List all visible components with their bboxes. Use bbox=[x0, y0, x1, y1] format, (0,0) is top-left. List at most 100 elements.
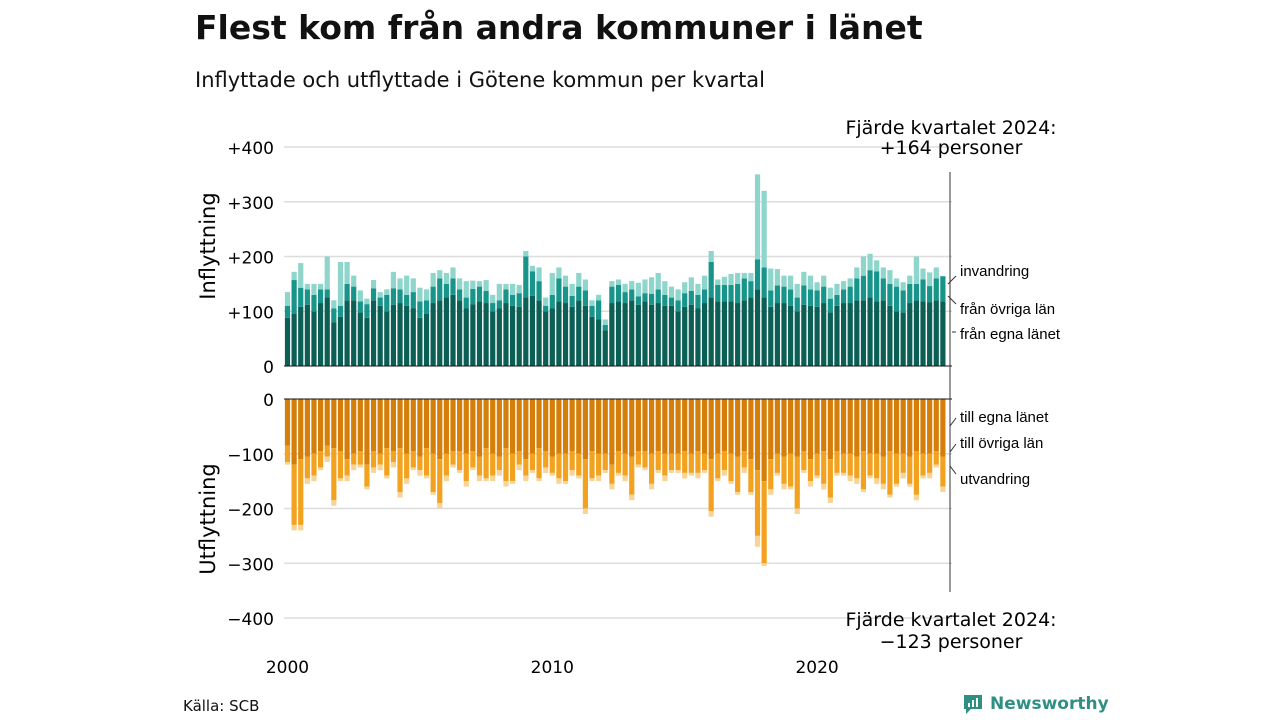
outflow-bar-utvandring bbox=[483, 478, 489, 482]
inflow-bar-fran-egna-lanet bbox=[470, 304, 476, 366]
inflow-bar-invandring bbox=[662, 281, 668, 295]
outflow-bar-till-egna-lanet bbox=[913, 399, 919, 452]
inflow-bar-fran-egna-lanet bbox=[404, 305, 410, 366]
outflow-bar-till-ovriga-lan bbox=[370, 451, 377, 468]
outflow-bar-till-egna-lanet bbox=[569, 399, 575, 452]
outflow-bar-utvandring bbox=[662, 475, 668, 482]
inflow-bar-fran-ovriga-lan bbox=[589, 305, 595, 317]
outflow-bar-utvandring bbox=[509, 481, 516, 484]
inflow-bar-fran-ovriga-lan bbox=[913, 283, 919, 301]
outflow-bar-utvandring bbox=[437, 503, 443, 509]
outflow-bar-till-ovriga-lan bbox=[642, 451, 648, 468]
inflow-bar-invandring bbox=[840, 281, 847, 290]
outflow-bar-till-egna-lanet bbox=[741, 399, 747, 452]
outflow-bar-utvandring bbox=[331, 500, 337, 506]
inflow-bar-fran-egna-lanet bbox=[913, 300, 919, 366]
inflow-bar-fran-ovriga-lan bbox=[741, 278, 747, 301]
inflow-bar-fran-egna-lanet bbox=[768, 306, 774, 366]
inflow-bar-invandring bbox=[304, 283, 310, 290]
outflow-bar-utvandring bbox=[430, 492, 436, 495]
outflow-bar-utvandring bbox=[364, 486, 370, 490]
chart-subtitle: Inflyttade och utflyttade i Götene kommu… bbox=[195, 68, 766, 92]
inflow-bar-invandring bbox=[516, 284, 522, 294]
inflow-bar-fran-egna-lanet bbox=[562, 303, 569, 366]
outflow-bar-utvandring bbox=[450, 464, 456, 468]
inflow-bar-fran-egna-lanet bbox=[840, 303, 847, 366]
inflow-bar-fran-ovriga-lan bbox=[794, 297, 800, 312]
outflow-bar-till-ovriga-lan bbox=[715, 453, 721, 479]
outflow-bar-till-ovriga-lan bbox=[701, 453, 708, 471]
inflow-bar-invandring bbox=[768, 268, 774, 291]
outflow-bar-till-ovriga-lan bbox=[364, 464, 370, 487]
outflow-bar-till-egna-lanet bbox=[688, 399, 694, 454]
outflow-bar-utvandring bbox=[562, 481, 569, 484]
inflow-bar-fran-egna-lanet bbox=[298, 306, 304, 366]
inflow-bar-fran-egna-lanet bbox=[933, 300, 939, 366]
outflow-bar-utvandring bbox=[695, 472, 701, 479]
inflow-bar-fran-ovriga-lan bbox=[370, 288, 377, 301]
outflow-bar-utvandring bbox=[860, 489, 867, 493]
inflow-bar-invandring bbox=[463, 281, 469, 298]
outflow-bar-till-egna-lanet bbox=[549, 399, 555, 457]
outflow-bar-till-egna-lanet bbox=[754, 399, 761, 471]
inflow-bar-invandring bbox=[695, 283, 701, 295]
inflow-bar-fran-egna-lanet bbox=[761, 297, 767, 366]
inflow-bar-fran-ovriga-lan bbox=[735, 283, 741, 304]
outflow-bar-utvandring bbox=[893, 483, 900, 487]
inflow-bar-fran-egna-lanet bbox=[523, 297, 529, 366]
newsworthy-logo-icon bbox=[964, 695, 982, 714]
outflow-bar-till-ovriga-lan bbox=[748, 459, 754, 493]
outflow-bar-utvandring bbox=[629, 494, 635, 501]
inflow-bar-fran-egna-lanet bbox=[688, 304, 694, 366]
inflow-bar-invandring bbox=[324, 256, 330, 290]
outflow-bar-till-ovriga-lan bbox=[827, 459, 833, 498]
inflow-bar-invandring bbox=[543, 297, 549, 306]
outflow-bar-till-egna-lanet bbox=[516, 399, 522, 452]
outflow-bar-utvandring bbox=[556, 478, 562, 484]
inflow-bar-fran-ovriga-lan bbox=[662, 294, 668, 306]
inflow-bar-fran-egna-lanet bbox=[748, 297, 754, 366]
outflow-y-tick-label: 0 bbox=[263, 391, 274, 411]
outflow-bar-till-ovriga-lan bbox=[860, 451, 867, 490]
outflow-bar-till-ovriga-lan bbox=[814, 453, 820, 476]
outflow-bar-till-egna-lanet bbox=[821, 399, 827, 452]
outflow-bar-utvandring bbox=[417, 470, 423, 476]
inflow-bar-invandring bbox=[331, 300, 337, 309]
inflow-bar-fran-ovriga-lan bbox=[443, 283, 449, 298]
outflow-bar-till-egna-lanet bbox=[417, 399, 423, 457]
inflow-bar-invandring bbox=[635, 282, 641, 297]
inflow-bar-fran-ovriga-lan bbox=[933, 278, 939, 301]
inflow-bar-fran-ovriga-lan bbox=[854, 278, 860, 301]
outflow-bar-till-ovriga-lan bbox=[874, 453, 880, 479]
inflow-bar-invandring bbox=[688, 277, 694, 291]
inflow-bar-fran-egna-lanet bbox=[344, 300, 350, 366]
outflow-bar-utvandring bbox=[443, 475, 449, 482]
inflow-bar-fran-egna-lanet bbox=[887, 305, 893, 366]
outflow-bar-utvandring bbox=[384, 475, 390, 479]
outflow-bar-utvandring bbox=[933, 464, 939, 468]
inflow-bar-fran-egna-lanet bbox=[437, 300, 443, 366]
inflow-bar-invandring bbox=[615, 279, 622, 285]
inflow-bar-invandring bbox=[622, 283, 628, 293]
outflow-bar-utvandring bbox=[337, 478, 344, 482]
outflow-bar-utvandring bbox=[900, 472, 906, 479]
outflow-bar-utvandring bbox=[807, 481, 814, 487]
outflow-bar-utvandring bbox=[397, 492, 403, 498]
outflow-bar-till-ovriga-lan bbox=[410, 451, 416, 468]
outflow-bar-till-ovriga-lan bbox=[562, 453, 569, 482]
outflow-bar-till-egna-lanet bbox=[827, 399, 833, 460]
inflow-bar-fran-egna-lanet bbox=[516, 306, 522, 366]
outflow-bar-till-egna-lanet bbox=[324, 399, 330, 446]
outflow-bar-till-ovriga-lan bbox=[761, 481, 767, 564]
inflow-bar-invandring bbox=[774, 269, 780, 286]
outflow-bar-utvandring bbox=[370, 467, 377, 473]
inflow-bar-fran-egna-lanet bbox=[291, 313, 297, 366]
outflow-bar-till-ovriga-lan bbox=[476, 456, 483, 476]
outflow-bar-till-ovriga-lan bbox=[589, 451, 595, 479]
outflow-bar-till-egna-lanet bbox=[847, 399, 853, 454]
outflow-bar-till-egna-lanet bbox=[840, 399, 847, 454]
inflow-bar-invandring bbox=[344, 261, 350, 284]
outflow-bar-utvandring bbox=[715, 478, 721, 482]
outflow-bar-till-ovriga-lan bbox=[483, 448, 489, 479]
inflow-bar-fran-egna-lanet bbox=[867, 297, 873, 366]
